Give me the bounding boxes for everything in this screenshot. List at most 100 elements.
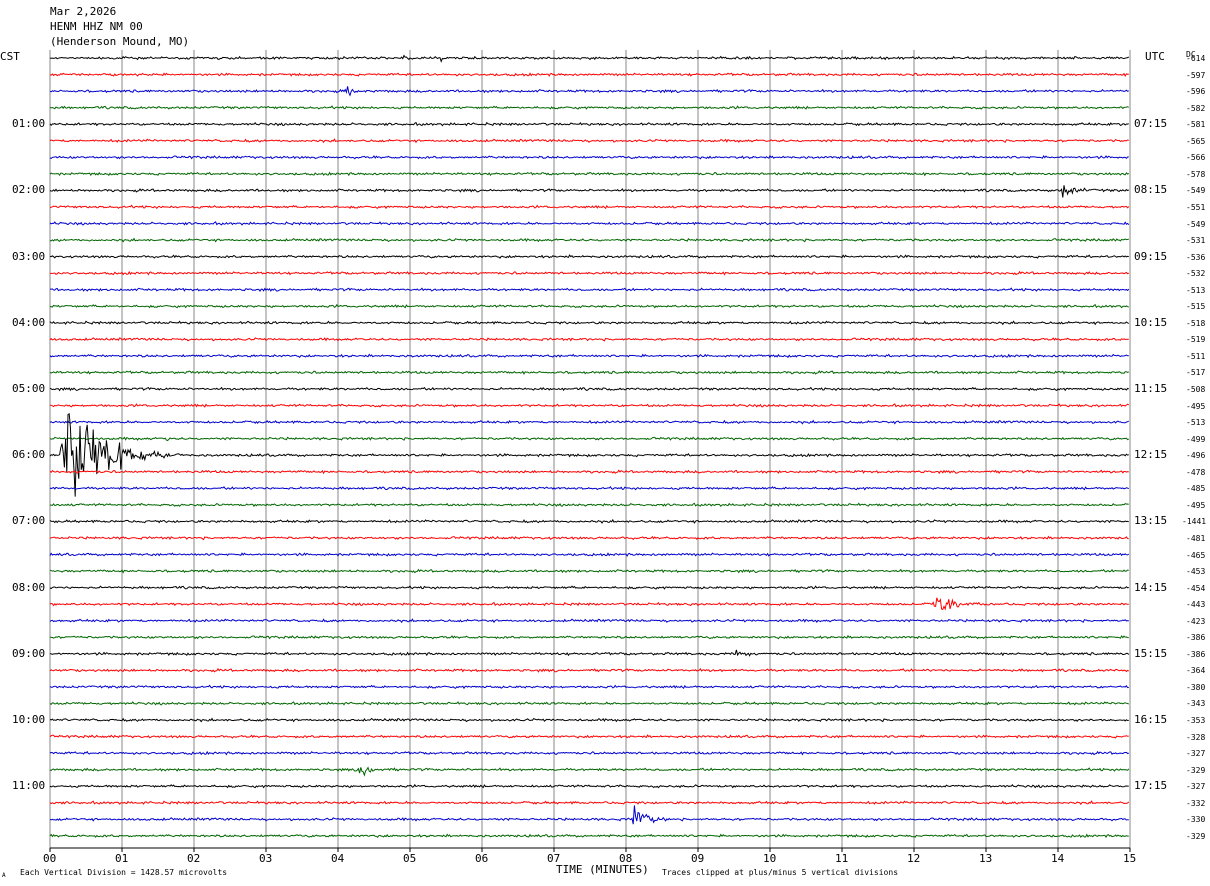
dc-offset-label: -582: [1186, 103, 1206, 113]
dc-offset-label: -343: [1186, 699, 1206, 709]
dc-offset-label: -517: [1186, 368, 1206, 378]
x-tick-label: 13: [979, 852, 993, 865]
trace-16: [49, 320, 1130, 326]
trace-6: [49, 154, 1129, 160]
x-tick-label: 15: [1123, 852, 1137, 865]
dc-offset-label: -329: [1186, 765, 1206, 775]
dc-offset-label: -330: [1186, 815, 1206, 825]
utc-hour-label: 13:15: [1134, 514, 1168, 528]
trace-3: [49, 105, 1129, 110]
cst-hour-label: 05:00: [12, 382, 46, 395]
dc-offset-label: -597: [1186, 70, 1206, 80]
trace-0: [49, 54, 1130, 63]
trace-12: [49, 254, 1129, 259]
cst-hour-label: 09:00: [12, 646, 46, 660]
trace-35: [49, 634, 1129, 640]
trace-20: [49, 386, 1129, 392]
x-tick-label: 10: [763, 852, 777, 865]
dc-offset-label: -513: [1186, 285, 1206, 295]
dc-offset-label: -332: [1186, 798, 1206, 808]
x-axis-ticks: [49, 848, 1131, 852]
trace-32: [49, 585, 1129, 590]
trace-37: [49, 668, 1130, 673]
dc-offset-label: -423: [1186, 616, 1206, 626]
trace-42: [49, 750, 1129, 756]
trace-24: [49, 412, 1129, 497]
utc-hour-label: 09:15: [1134, 249, 1168, 263]
dc-offset-label: -551: [1186, 202, 1206, 212]
trace-10: [49, 221, 1130, 226]
dc-offset-label: -549: [1186, 186, 1206, 196]
utc-hour-label: 10:15: [1134, 315, 1168, 329]
trace-14: [49, 287, 1130, 293]
dc-offset-label: -364: [1186, 666, 1206, 676]
trace-22: [49, 419, 1130, 425]
dc-offset-label: -536: [1186, 252, 1206, 262]
cst-hour-label: 06:00: [12, 448, 46, 462]
dc-offset-label: -515: [1186, 302, 1206, 312]
dc-offset-label: -519: [1186, 335, 1206, 345]
dc-offset-label: -481: [1186, 533, 1206, 543]
utc-hour-label: 07:15: [1134, 117, 1168, 131]
dc-offset-label: -353: [1186, 716, 1206, 725]
dc-offset-label: -508: [1186, 385, 1206, 394]
dc-offset-label: -386: [1186, 633, 1206, 643]
trace-45: [49, 800, 1130, 806]
x-tick-label: 08: [619, 852, 633, 865]
trace-33: [49, 597, 1129, 611]
cst-hour-label: 07:00: [12, 514, 46, 528]
utc-hour-label: 11:15: [1134, 382, 1168, 395]
trace-15: [49, 303, 1129, 309]
trace-11: [49, 237, 1129, 243]
x-tick-label: 02: [187, 852, 201, 865]
utc-hour-label: 17:15: [1134, 779, 1168, 793]
dc-offset-label: -1441: [1182, 517, 1207, 527]
dc-offset-label: -495: [1186, 500, 1206, 510]
trace-36: [49, 649, 1130, 657]
footer-scale-note: Each Vertical Division = 1428.57 microvo…: [20, 868, 228, 877]
dc-offset-label: -496: [1186, 451, 1206, 461]
dc-offset-label: -596: [1186, 87, 1206, 97]
utc-hour-label: 16:15: [1134, 713, 1168, 726]
seismic-traces: [49, 54, 1130, 839]
dc-offset-label: -380: [1186, 682, 1206, 692]
x-tick-label: 14: [1051, 852, 1065, 865]
trace-19: [49, 370, 1130, 375]
cst-hour-label: 01:00: [12, 117, 46, 131]
dc-offset-label: -513: [1186, 418, 1206, 428]
header-date: Mar 2,2026: [50, 5, 117, 18]
dc-offset-label: -478: [1186, 467, 1206, 477]
trace-40: [49, 717, 1129, 723]
trace-1: [49, 72, 1129, 78]
cst-hour-label: 08:00: [12, 580, 46, 594]
trace-23: [49, 436, 1129, 442]
dc-offset-label: -578: [1186, 169, 1206, 179]
dc-offset-label: -549: [1186, 219, 1206, 229]
trace-31: [49, 568, 1129, 574]
trace-4: [49, 121, 1129, 127]
trace-41: [49, 734, 1129, 739]
trace-43: [49, 766, 1130, 777]
dc-offset-label: -499: [1186, 434, 1206, 444]
trace-28: [49, 518, 1129, 524]
x-tick-label: 11: [835, 852, 849, 865]
trace-2: [49, 86, 1129, 97]
trace-21: [49, 403, 1130, 408]
dc-offset-label: -327: [1186, 749, 1206, 759]
x-tick-label: 01: [115, 852, 129, 865]
x-tick-label: 12: [907, 852, 921, 865]
trace-9: [49, 204, 1130, 210]
trace-13: [50, 270, 1130, 276]
dc-offset-label: -511: [1186, 351, 1206, 361]
cst-hour-label: 04:00: [12, 315, 46, 329]
header-station: HENM HHZ NM 00: [50, 20, 143, 33]
trace-38: [49, 684, 1129, 690]
right-axis-title: UTC: [1145, 50, 1165, 63]
footer-mark: A: [2, 872, 6, 879]
dc-offset-label: -485: [1186, 484, 1206, 494]
cst-hour-label: 02:00: [12, 183, 46, 197]
dc-offset-label: -443: [1186, 600, 1206, 610]
dc-offset-label: -329: [1186, 831, 1206, 841]
x-tick-label: 09: [691, 852, 705, 865]
